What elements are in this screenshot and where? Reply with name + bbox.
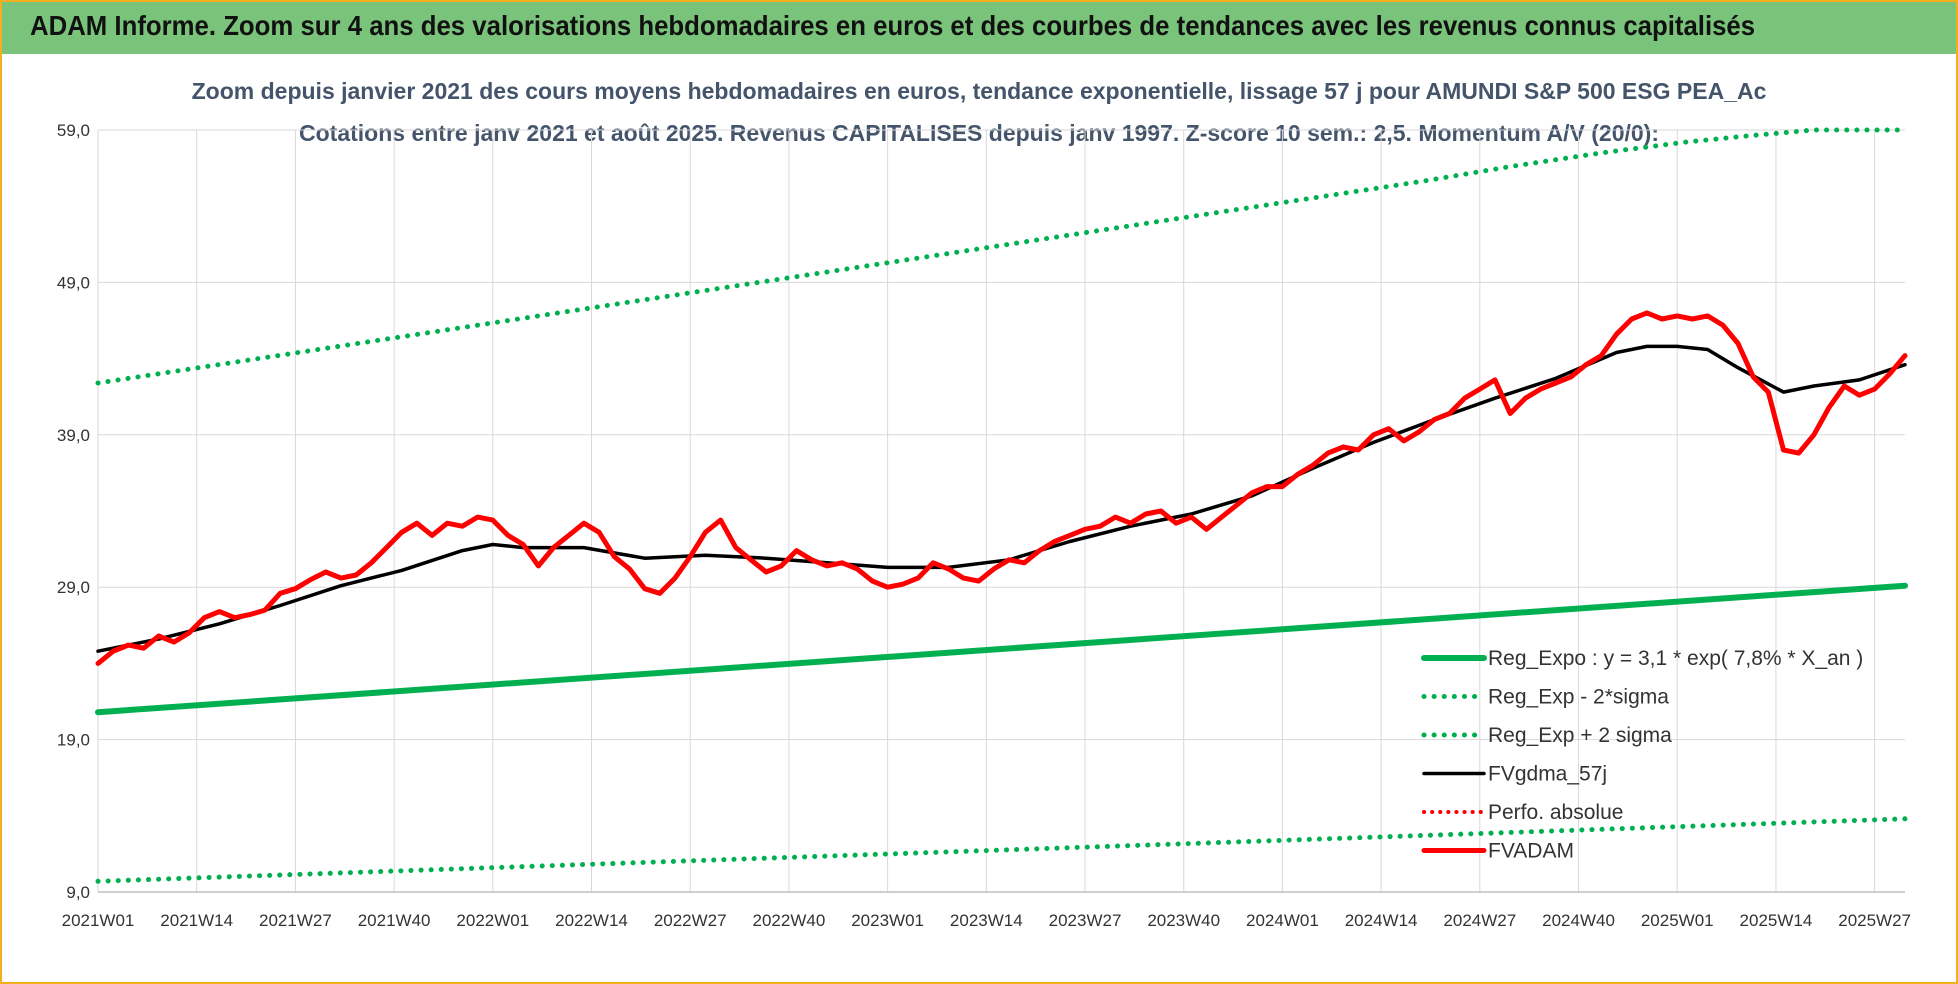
x-tick-label: 2022W01 bbox=[456, 911, 529, 930]
legend-label: FVADAM bbox=[1488, 840, 1574, 863]
legend-label: Perfo. absolue bbox=[1488, 801, 1623, 824]
chart-subtitle: Cotations entre janv 2021 et août 2025. … bbox=[299, 120, 1659, 146]
x-tick-label: 2024W14 bbox=[1345, 911, 1418, 930]
x-tick-label: 2023W01 bbox=[851, 911, 924, 930]
x-tick-label: 2021W27 bbox=[259, 911, 332, 930]
series-line-2 bbox=[95, 127, 1908, 386]
series-line-0 bbox=[95, 582, 1908, 716]
series-line-3 bbox=[96, 344, 1907, 653]
x-tick-label: 2023W14 bbox=[950, 911, 1023, 930]
x-tick-label: 2021W01 bbox=[62, 911, 135, 930]
x-tick-label: 2024W01 bbox=[1246, 911, 1319, 930]
y-tick-label: 49,0 bbox=[57, 273, 90, 292]
x-tick-label: 2022W40 bbox=[753, 911, 826, 930]
legend-label: Reg_Exp - 2*sigma bbox=[1488, 686, 1669, 709]
series-line-1 bbox=[95, 816, 1908, 884]
x-tick-label: 2025W14 bbox=[1740, 911, 1813, 930]
x-tick-label: 2025W27 bbox=[1838, 911, 1911, 930]
y-tick-label: 59,0 bbox=[57, 121, 90, 140]
legend-label: Reg_Expo : y = 3,1 * exp( 7,8% * X_an ) bbox=[1488, 647, 1863, 670]
x-tick-label: 2023W27 bbox=[1049, 911, 1122, 930]
chart-title: Zoom depuis janvier 2021 des cours moyen… bbox=[191, 78, 1767, 104]
x-tick-label: 2022W14 bbox=[555, 911, 628, 930]
y-tick-label: 9,0 bbox=[66, 883, 90, 902]
x-tick-label: 2024W40 bbox=[1542, 911, 1615, 930]
x-tick-label: 2024W27 bbox=[1443, 911, 1516, 930]
x-tick-label: 2022W27 bbox=[654, 911, 727, 930]
y-tick-label: 19,0 bbox=[57, 731, 90, 750]
x-tick-label: 2023W40 bbox=[1147, 911, 1220, 930]
banner: ADAM Informe. Zoom sur 4 ans des valoris… bbox=[2, 2, 1956, 54]
y-tick-label: 29,0 bbox=[57, 578, 90, 597]
legend-label: Reg_Exp + 2 sigma bbox=[1488, 724, 1672, 747]
legend-label: FVgdma_57j bbox=[1488, 763, 1607, 786]
series-line-5 bbox=[95, 310, 1908, 666]
y-tick-label: 39,0 bbox=[57, 426, 90, 445]
x-tick-label: 2025W01 bbox=[1641, 911, 1714, 930]
banner-title: ADAM Informe. Zoom sur 4 ans des valoris… bbox=[30, 10, 1756, 41]
x-tick-label: 2021W14 bbox=[160, 911, 233, 930]
x-tick-label: 2021W40 bbox=[358, 911, 431, 930]
